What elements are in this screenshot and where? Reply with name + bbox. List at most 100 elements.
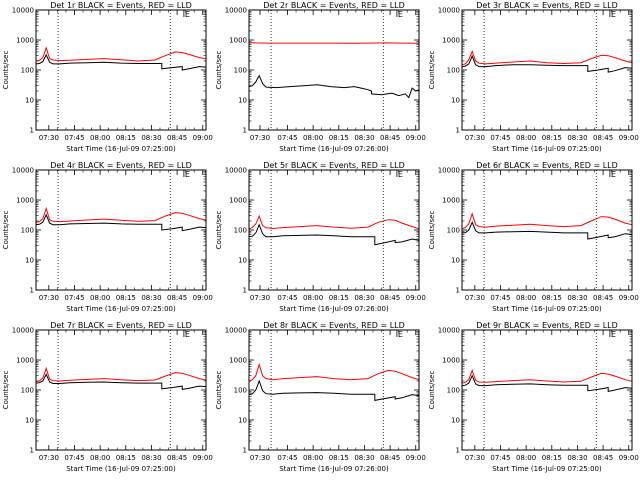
chart-svg: Det 8r BLACK = Events, RED = LLD Counts/s… bbox=[215, 321, 426, 473]
plot-frame bbox=[35, 169, 207, 291]
x-tick-label: 07:30 bbox=[39, 134, 59, 142]
x-tick-label: 08:30 bbox=[141, 454, 161, 462]
x-tick-label: 08:30 bbox=[354, 454, 374, 462]
chart-title: Det 6r BLACK = Events, RED = LLD bbox=[476, 161, 618, 170]
x-tick-label: 09:00 bbox=[619, 134, 639, 142]
y-tick-label: 1000 bbox=[442, 37, 460, 45]
y-tick-label: 10000 bbox=[12, 7, 34, 15]
plot-frame bbox=[35, 9, 207, 131]
detector-panel-5: Det 5r BLACK = Events, RED = LLD Counts/s… bbox=[213, 160, 426, 320]
y-tick-label: 1000 bbox=[229, 37, 247, 45]
y-tick-label: 100 bbox=[21, 387, 34, 395]
y-tick-label: 100 bbox=[234, 67, 247, 75]
y-tick-label: 10 bbox=[25, 257, 34, 265]
y-tick-label: 10000 bbox=[12, 327, 34, 335]
y-axis-label: Counts/sec bbox=[2, 371, 10, 410]
y-tick-label: 1 bbox=[30, 287, 34, 295]
plot-frame bbox=[461, 169, 633, 291]
x-tick-label: 08:45 bbox=[380, 134, 400, 142]
detector-panel-2: Det 2r BLACK = Events, RED = LLD Counts/s… bbox=[213, 0, 426, 160]
y-tick-label: 10 bbox=[238, 417, 247, 425]
detector-panel-8: Det 8r BLACK = Events, RED = LLD Counts/s… bbox=[213, 320, 426, 480]
chart-svg: Det 5r BLACK = Events, RED = LLD Counts/s… bbox=[215, 161, 426, 313]
y-tick-label: 10 bbox=[238, 257, 247, 265]
y-axis-label: Counts/sec bbox=[428, 371, 436, 410]
x-tick-label: 08:15 bbox=[329, 134, 349, 142]
y-axis-label: Counts/sec bbox=[215, 371, 223, 410]
x-tick-label: 08:30 bbox=[354, 134, 374, 142]
events-series-line bbox=[35, 53, 207, 71]
x-tick-label: 07:45 bbox=[490, 294, 510, 302]
y-tick-label: 100 bbox=[447, 387, 460, 395]
chart-title: Det 9r BLACK = Events, RED = LLD bbox=[476, 321, 618, 330]
plot-frame bbox=[461, 329, 633, 451]
y-tick-label: 10 bbox=[451, 97, 460, 105]
y-tick-label: 1 bbox=[243, 447, 247, 455]
x-tick-label: 08:15 bbox=[116, 294, 136, 302]
x-tick-label: 08:45 bbox=[167, 134, 187, 142]
y-tick-label: 100 bbox=[21, 227, 34, 235]
x-tick-label: 07:30 bbox=[250, 294, 270, 302]
x-tick-label: 08:30 bbox=[567, 454, 587, 462]
y-tick-label: 10000 bbox=[225, 327, 247, 335]
y-tick-label: 10 bbox=[451, 417, 460, 425]
lld-series-line bbox=[461, 49, 633, 66]
chart-svg: Det 3r BLACK = Events, RED = LLD Counts/s… bbox=[428, 1, 639, 153]
plot-frame bbox=[35, 329, 207, 451]
x-tick-label: 07:45 bbox=[277, 454, 297, 462]
lld-series-line bbox=[35, 206, 207, 223]
y-tick-label: 10000 bbox=[225, 167, 247, 175]
e-marker-label: E bbox=[398, 170, 403, 179]
chart-title: Det 4r BLACK = Events, RED = LLD bbox=[50, 161, 192, 170]
x-tick-label: 08:30 bbox=[354, 294, 374, 302]
y-axis-label: Counts/sec bbox=[428, 51, 436, 90]
x-tick-label: 08:15 bbox=[329, 454, 349, 462]
y-tick-label: 1000 bbox=[16, 37, 34, 45]
x-tick-label: 07:45 bbox=[490, 454, 510, 462]
x-tick-label: 09:00 bbox=[406, 454, 426, 462]
x-axis-label: Start Time (16-Jul-09 07:26:00) bbox=[279, 305, 389, 313]
e-marker-label: E bbox=[398, 10, 403, 19]
x-axis-label: Start Time (16-Jul-09 07:25:00) bbox=[492, 465, 602, 473]
e-marker-label: E bbox=[611, 10, 616, 19]
x-tick-label: 07:45 bbox=[64, 454, 84, 462]
x-tick-label: 08:15 bbox=[116, 454, 136, 462]
y-tick-label: 10000 bbox=[12, 167, 34, 175]
y-tick-label: 100 bbox=[234, 227, 247, 235]
x-tick-label: 08:30 bbox=[141, 294, 161, 302]
y-tick-label: 1 bbox=[243, 127, 247, 135]
x-tick-label: 09:00 bbox=[193, 454, 213, 462]
e-marker-label: E bbox=[185, 330, 190, 339]
lld-series-line bbox=[461, 368, 633, 384]
y-tick-label: 10000 bbox=[438, 167, 460, 175]
events-series-line bbox=[35, 213, 207, 232]
y-axis-label: Counts/sec bbox=[2, 51, 10, 90]
lld-series-line bbox=[248, 214, 420, 230]
x-tick-label: 07:30 bbox=[250, 134, 270, 142]
x-tick-label: 08:00 bbox=[303, 454, 323, 462]
x-tick-label: 08:45 bbox=[593, 294, 613, 302]
x-axis-label: Start Time (16-Jul-09 07:25:00) bbox=[492, 305, 602, 313]
y-tick-label: 10 bbox=[25, 417, 34, 425]
x-tick-label: 09:00 bbox=[619, 294, 639, 302]
y-tick-label: 100 bbox=[447, 67, 460, 75]
y-tick-label: 10000 bbox=[438, 7, 460, 15]
events-series-line bbox=[461, 374, 633, 393]
x-tick-label: 07:30 bbox=[39, 294, 59, 302]
y-tick-label: 10 bbox=[25, 97, 34, 105]
chart-title: Det 7r BLACK = Events, RED = LLD bbox=[50, 321, 192, 330]
plot-frame bbox=[248, 9, 420, 131]
chart-svg: Det 7r BLACK = Events, RED = LLD Counts/s… bbox=[2, 321, 213, 473]
y-tick-label: 1000 bbox=[16, 197, 34, 205]
y-tick-label: 1000 bbox=[229, 197, 247, 205]
y-tick-label: 1 bbox=[456, 447, 460, 455]
x-tick-label: 09:00 bbox=[193, 294, 213, 302]
events-series-line bbox=[248, 74, 420, 99]
lld-series-line bbox=[248, 362, 420, 382]
x-tick-label: 08:45 bbox=[380, 454, 400, 462]
y-tick-label: 1 bbox=[30, 127, 34, 135]
y-tick-label: 1 bbox=[456, 127, 460, 135]
y-axis-label: Counts/sec bbox=[2, 211, 10, 250]
y-tick-label: 10 bbox=[451, 257, 460, 265]
